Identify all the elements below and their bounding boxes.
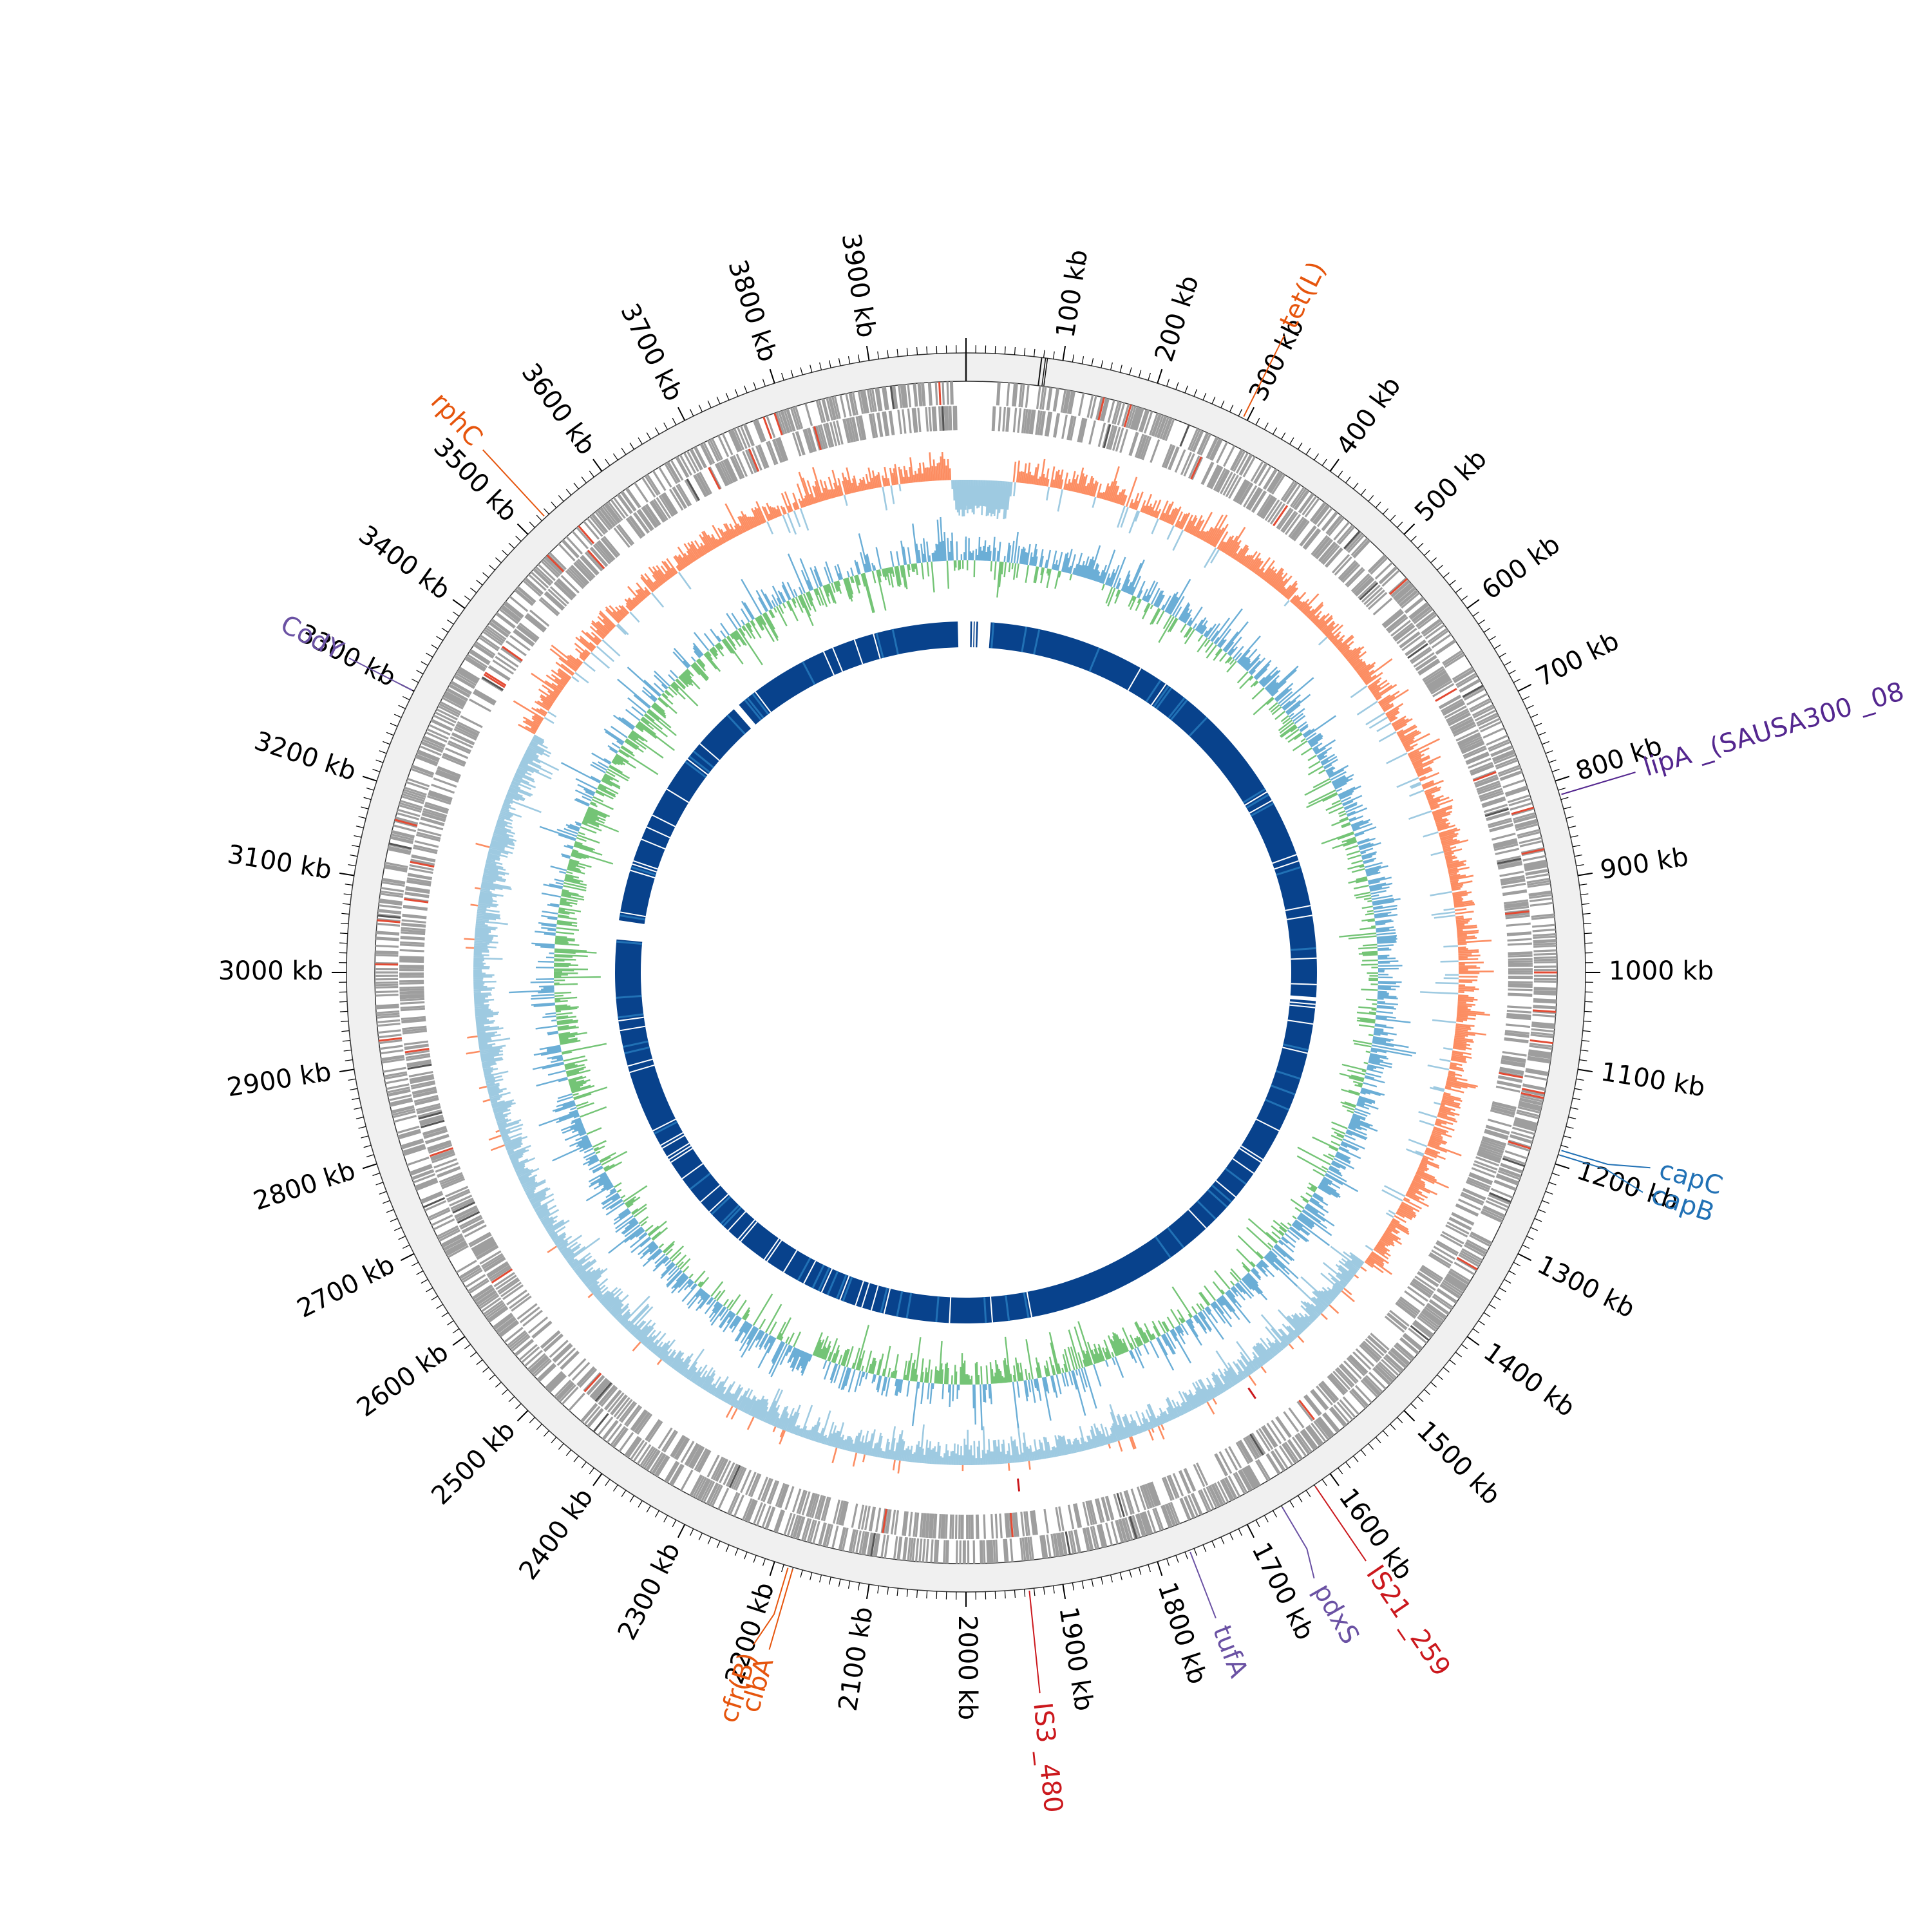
- gene-label: tet(L): [1274, 257, 1332, 333]
- gc-skew-track: [509, 516, 1417, 1430]
- backbone-feature-mark: [1043, 358, 1048, 387]
- backbone-feature-mark: [1037, 357, 1043, 386]
- gene-features-highlight: [375, 381, 1557, 1538]
- tick-label: 1800 kb: [1151, 1578, 1212, 1687]
- blast-hit-segment: [739, 621, 959, 724]
- blast-identity-ring: [615, 621, 1317, 1323]
- tick-label: 3100 kb: [225, 840, 334, 886]
- gene-label-leader: [348, 658, 413, 691]
- tick-label: 3600 kb: [516, 358, 601, 460]
- gene-label-leader: [1561, 1150, 1651, 1169]
- insertion-sequence-mark: [1017, 1478, 1021, 1492]
- gene-label-leader: [1560, 1154, 1643, 1193]
- gc-content-above-average: [464, 452, 1494, 1474]
- gene-label-leader: [1282, 1507, 1315, 1579]
- tick-label: 1300 kb: [1533, 1250, 1640, 1324]
- gene-label-leader: [1189, 1551, 1217, 1618]
- tick-label: 2900 kb: [225, 1057, 333, 1103]
- gene-label-leader: [1028, 1590, 1041, 1694]
- tick-label: 400 kb: [1331, 372, 1406, 460]
- tick-label: 1500 kb: [1411, 1416, 1506, 1511]
- gc-content-track: [464, 452, 1494, 1474]
- backbone-feature-mark: [1041, 357, 1046, 386]
- gene-features: [375, 381, 1557, 1564]
- tick-label: 2100 kb: [833, 1605, 879, 1713]
- tick-label: 700 kb: [1531, 626, 1624, 692]
- tick-label: 1400 kb: [1478, 1337, 1580, 1423]
- gene-label: lipA _(SAUSA300 _08: [1640, 677, 1908, 782]
- tick-label: 3500 kb: [428, 432, 523, 527]
- tick-label: 200 kb: [1150, 272, 1205, 365]
- gene-label-leader: [482, 449, 545, 517]
- tick-label: 1900 kb: [1053, 1605, 1099, 1713]
- tick-label: 2500 kb: [426, 1416, 521, 1511]
- tick-label: 1000 kb: [1609, 956, 1714, 986]
- blast-hit-fragment: [973, 621, 975, 648]
- gene-label: IS3 _480: [1027, 1701, 1068, 1814]
- tick-label: 900 kb: [1598, 842, 1690, 886]
- blast-no-hit-lines: [617, 634, 1317, 1323]
- blast-hit-fragment: [970, 621, 972, 648]
- gene-label: IS21 _259: [1360, 1560, 1456, 1681]
- gc-skew-positive: [509, 516, 1417, 1430]
- tick-label: 3900 kb: [836, 231, 882, 339]
- gene-label-leader: [1243, 336, 1285, 417]
- blast-hit-segment: [989, 622, 1317, 998]
- gene-label-leader: [752, 1567, 789, 1645]
- tick-label: 2000 kb: [952, 1615, 982, 1720]
- gene-label: tufA: [1207, 1622, 1254, 1682]
- minor-ticks: [339, 345, 1593, 1600]
- tick-label: 2600 kb: [352, 1337, 454, 1423]
- blast-hit-fragment: [976, 621, 978, 648]
- tick-label: 3000 kb: [218, 956, 323, 986]
- blast-partial-identity: [616, 622, 1316, 1323]
- gene-label-leader: [768, 1569, 793, 1650]
- tick-label: 500 kb: [1409, 444, 1493, 527]
- tick-label: 3400 kb: [353, 520, 455, 605]
- tick-label: 2400 kb: [513, 1483, 599, 1586]
- scale-ticks: [332, 338, 1600, 1607]
- gene-label-leader: [1314, 1486, 1367, 1562]
- major-ticks: [332, 338, 1600, 1607]
- gene-label-leader: [1561, 772, 1636, 795]
- gene-features-dark: [377, 386, 1525, 1557]
- tick-label: 3700 kb: [614, 299, 688, 406]
- tick-label: 2300 kb: [612, 1538, 687, 1645]
- tick-label: 100 kb: [1050, 247, 1094, 339]
- gc-skew-negative: [553, 560, 1379, 1385]
- blast-hit-segment: [615, 939, 1316, 1323]
- gene-label: CodY: [276, 609, 348, 666]
- insertion-sequence-mark: [1247, 1387, 1256, 1399]
- gene-track: [375, 381, 1557, 1564]
- gene-label: pdxS: [1307, 1578, 1365, 1649]
- tick-label: 3200 kb: [251, 726, 359, 786]
- gc-content-below-average: [473, 479, 1459, 1466]
- tick-label: 2700 kb: [292, 1250, 399, 1324]
- tick-label: 1100 kb: [1598, 1057, 1707, 1103]
- tick-label: 2800 kb: [250, 1156, 359, 1217]
- tick-label: 600 kb: [1477, 529, 1566, 605]
- tick-label: 3800 kb: [722, 256, 782, 365]
